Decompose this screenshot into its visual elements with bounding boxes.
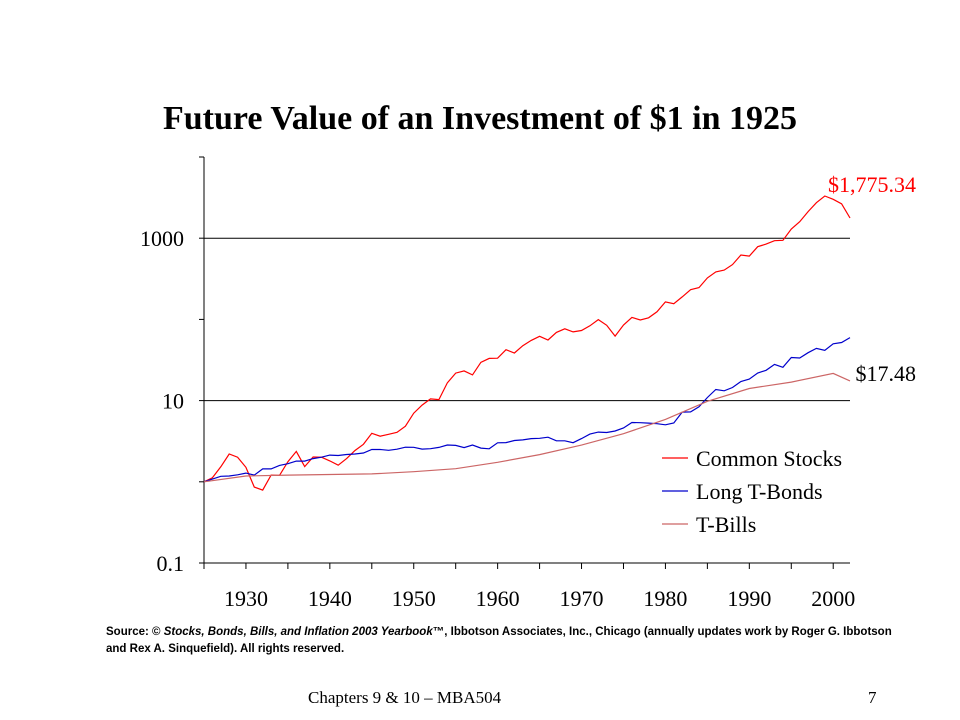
slide-number: 7 xyxy=(868,688,877,707)
source-rest: ™, Ibbotson Associates, Inc., Chicago (a… xyxy=(106,626,892,655)
source-book-title: Stocks, Bonds, Bills, and Inflation 2003… xyxy=(163,626,433,638)
legend-label: Long T-Bonds xyxy=(696,479,823,504)
x-tick-label: 2000 xyxy=(811,586,855,611)
tick-labels: 0.1 10 1000 1930 1940 1950 1960 1970 1980 1990 200… xyxy=(140,226,855,611)
y-tick-label: 10 xyxy=(162,389,184,414)
x-tick-label: 1950 xyxy=(392,586,436,611)
x-tick-label: 1980 xyxy=(643,586,687,611)
x-tick-label: 1930 xyxy=(224,586,268,611)
value-annotation: $17.48 xyxy=(856,361,917,386)
legend-label: Common Stocks xyxy=(696,446,842,471)
source-note: Source: © Stocks, Bonds, Bills, and Infl… xyxy=(106,624,906,658)
x-tick-label: 1990 xyxy=(727,586,771,611)
source-prefix: Source: © xyxy=(106,626,164,638)
series-lines xyxy=(203,195,851,491)
chart-title: Future Value of an Investment of $1 in 1… xyxy=(162,100,798,137)
value-annotation: $1,775.34 xyxy=(828,172,916,197)
annotations: $1,775.34 $17.48 xyxy=(828,172,916,386)
y-tick-label: 1000 xyxy=(140,226,184,251)
series-line-long-t-bonds xyxy=(203,337,851,483)
x-tick-label: 1940 xyxy=(308,586,352,611)
legend-label: T-Bills xyxy=(696,512,756,537)
grid-lines xyxy=(204,237,850,564)
footer-course-label: Chapters 9 & 10 – MBA504 xyxy=(308,688,502,707)
y-tick-label: 0.1 xyxy=(157,551,185,576)
axes xyxy=(199,156,834,569)
x-tick-label: 1970 xyxy=(560,586,604,611)
x-tick-label: 1960 xyxy=(476,586,520,611)
series-line-t-bills xyxy=(203,372,851,483)
legend: Common Stocks Long T-Bonds T-Bills xyxy=(662,446,842,537)
